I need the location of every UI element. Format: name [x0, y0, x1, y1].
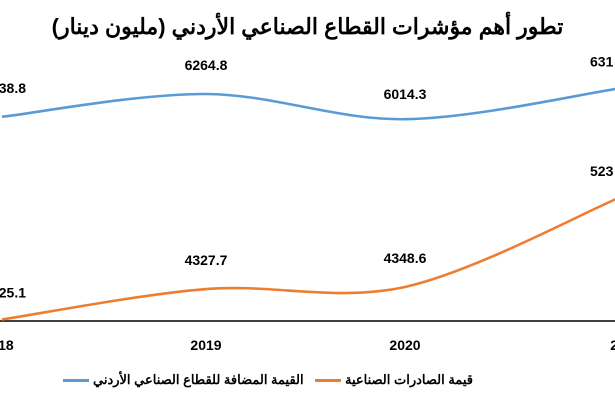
data-label: 523: [590, 163, 614, 179]
data-label: 25.1: [0, 285, 26, 301]
data-label: 631: [590, 54, 614, 70]
legend-label: القيمة المضافة للقطاع الصناعي الأردني: [93, 372, 304, 387]
series-line-value-added: [1, 87, 615, 121]
data-label: 6014.3: [384, 86, 427, 102]
series-line-exports: [1, 198, 615, 321]
x-tick-label: 2020: [389, 337, 420, 353]
legend-label: قيمة الصادرات الصناعية: [345, 372, 473, 387]
x-tick-label: 2019: [190, 337, 221, 353]
data-label: 4348.6: [384, 250, 427, 266]
data-label: 4327.7: [185, 252, 228, 268]
legend-item-exports: قيمة الصادرات الصناعية: [315, 372, 473, 388]
data-label: 38.8: [0, 80, 26, 96]
data-label: 6264.8: [185, 57, 228, 73]
legend-swatch-blue: [63, 378, 89, 382]
legend-item-value-added: القيمة المضافة للقطاع الصناعي الأردني: [63, 372, 304, 388]
x-tick-label: 20: [610, 337, 615, 353]
x-tick-label: 018: [0, 337, 14, 353]
legend-swatch-orange: [315, 378, 341, 382]
chart-title: تطور أهم مؤشرات القطاع الصناعي الأردني (…: [51, 14, 564, 39]
